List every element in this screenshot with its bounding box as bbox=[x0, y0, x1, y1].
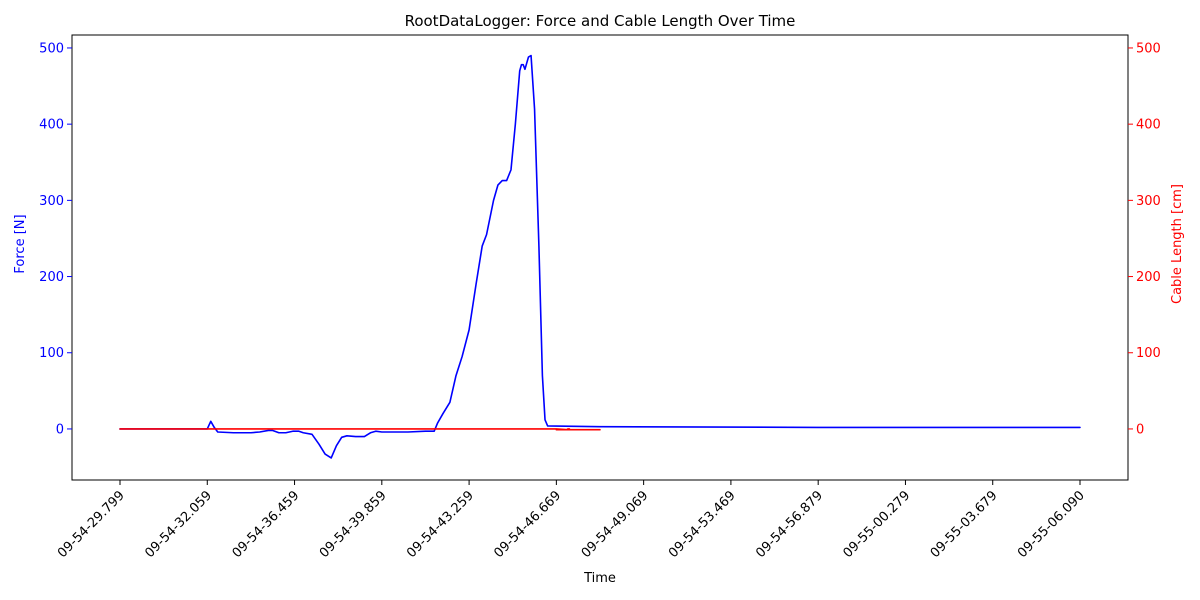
right-tick-label: 500 bbox=[1136, 41, 1161, 56]
right-tick-label: 200 bbox=[1136, 270, 1161, 285]
series-layer bbox=[119, 54, 1081, 459]
left-tick-label: 300 bbox=[39, 194, 64, 209]
right-axis: 0 100 200 300 400 500 bbox=[1128, 41, 1161, 437]
left-tick-label: 0 bbox=[56, 422, 64, 437]
left-tick-label: 100 bbox=[39, 346, 64, 361]
right-tick-label: 300 bbox=[1136, 194, 1161, 209]
chart-title: RootDataLogger: Force and Cable Length O… bbox=[405, 12, 796, 30]
series-line-force bbox=[119, 54, 1081, 459]
x-axis-label: Time bbox=[583, 571, 616, 586]
series-line-cable-length bbox=[119, 428, 601, 431]
left-tick-label: 200 bbox=[39, 270, 64, 285]
right-tick-label: 100 bbox=[1136, 346, 1161, 361]
right-tick-label: 0 bbox=[1136, 422, 1144, 437]
y-right-axis-label: Cable Length [cm] bbox=[1170, 184, 1185, 304]
plot-spines bbox=[71, 34, 1129, 481]
y-left-axis-label: Force [N] bbox=[13, 214, 28, 273]
left-tick-label: 400 bbox=[39, 118, 64, 133]
left-axis: 0 100 200 300 400 500 bbox=[39, 41, 72, 437]
right-tick-label: 400 bbox=[1136, 118, 1161, 133]
left-tick-label: 500 bbox=[39, 41, 64, 56]
plot-frame bbox=[71, 34, 1129, 481]
